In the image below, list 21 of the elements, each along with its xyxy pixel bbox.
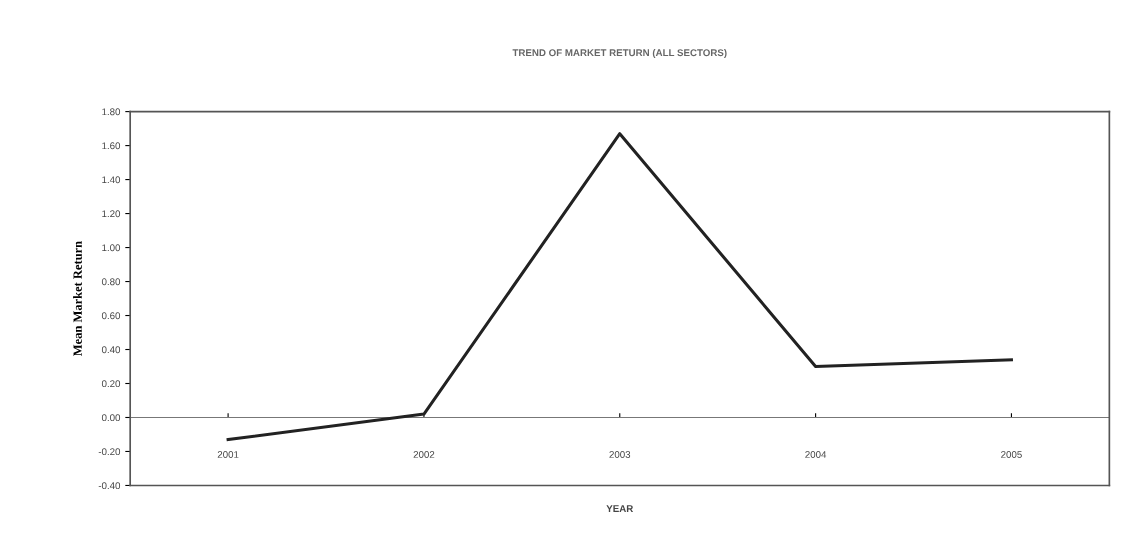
y-tick-label: 1.60 bbox=[102, 142, 121, 150]
x-tick-label: 2001 bbox=[217, 451, 239, 458]
y-tick-label: 0.40 bbox=[101, 346, 121, 354]
x-tick-label: 2004 bbox=[805, 451, 827, 458]
y-tick-label: 0.00 bbox=[101, 414, 121, 422]
y-tick-label: 0.80 bbox=[101, 278, 121, 286]
x-tick-label: 2005 bbox=[1001, 451, 1022, 458]
y-tick-label: 1.20 bbox=[102, 210, 121, 218]
y-tick-label: 1.80 bbox=[102, 108, 121, 116]
x-axis-title: YEAR bbox=[606, 505, 634, 512]
y-tick-label: 0.60 bbox=[101, 312, 121, 320]
y-tick-label: 1.00 bbox=[102, 244, 121, 252]
y-axis-title: Mean Market Return bbox=[73, 241, 82, 356]
x-tick-label: 2003 bbox=[609, 451, 631, 458]
y-tick-label: -0.20 bbox=[98, 448, 121, 456]
y-tick-label: -0.40 bbox=[98, 482, 121, 490]
y-tick-label: 1.40 bbox=[102, 176, 121, 184]
line-series bbox=[226, 132, 1013, 442]
chart-title: TREND OF MARKET RETURN (ALL SECTORS) bbox=[512, 49, 727, 59]
x-tick-label: 2002 bbox=[413, 451, 435, 458]
y-tick-label: 0.20 bbox=[101, 380, 121, 388]
